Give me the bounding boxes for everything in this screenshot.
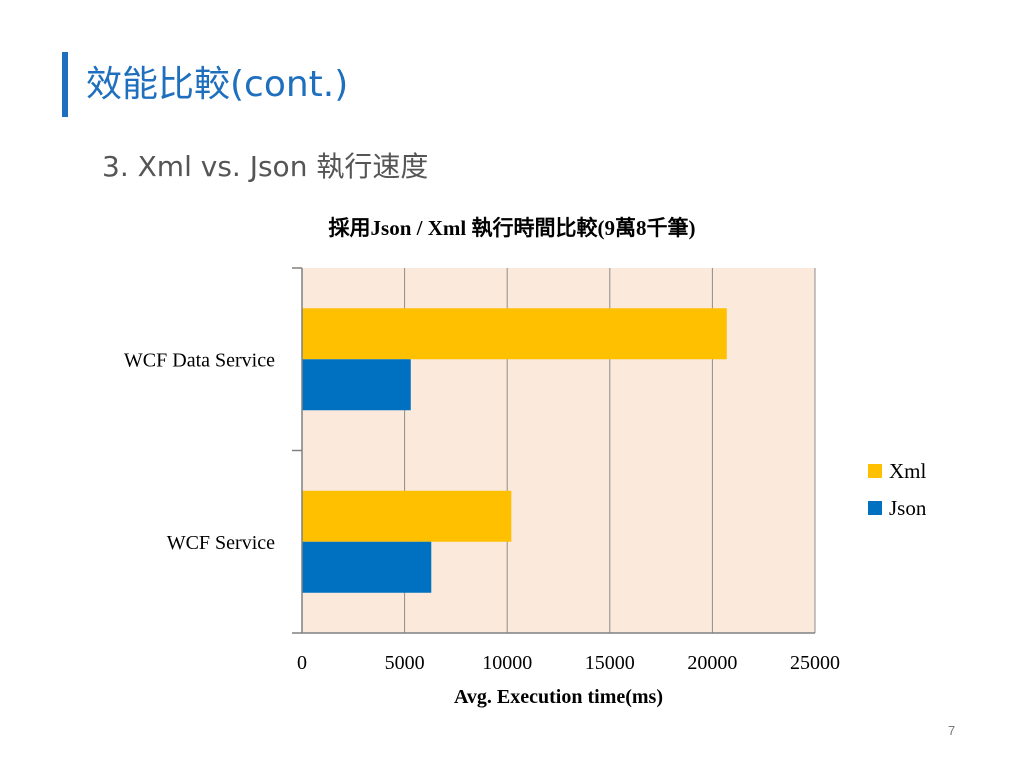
x-tick-label: 10000: [482, 652, 532, 674]
legend-swatch-xml: [868, 464, 882, 478]
bar-xml: [302, 490, 512, 542]
x-tick-label: 0: [297, 652, 307, 674]
slide-subtitle: 3. Xml vs. Json 執行速度: [102, 150, 429, 183]
legend-swatch-json: [868, 501, 882, 515]
x-axis-title: Avg. Execution time(ms): [454, 686, 663, 708]
category-label: WCF Service: [167, 532, 275, 554]
bar-xml: [302, 308, 727, 360]
chart-title: 採用Json / Xml 執行時間比較(9萬8千筆): [328, 216, 696, 240]
x-tick-label: 5000: [385, 652, 425, 674]
legend-label-xml: Xml: [889, 459, 927, 483]
category-label: WCF Data Service: [124, 349, 275, 371]
legend-label-json: Json: [889, 496, 927, 520]
bar-json: [302, 359, 411, 411]
x-tick-label: 20000: [687, 652, 737, 674]
title-accent-bar: [62, 52, 68, 117]
bar-json: [302, 541, 432, 593]
slide-title: 效能比較(cont.): [86, 64, 349, 105]
x-tick-label: 15000: [585, 652, 635, 674]
page-number: 7: [948, 723, 956, 738]
x-tick-label: 25000: [790, 652, 840, 674]
